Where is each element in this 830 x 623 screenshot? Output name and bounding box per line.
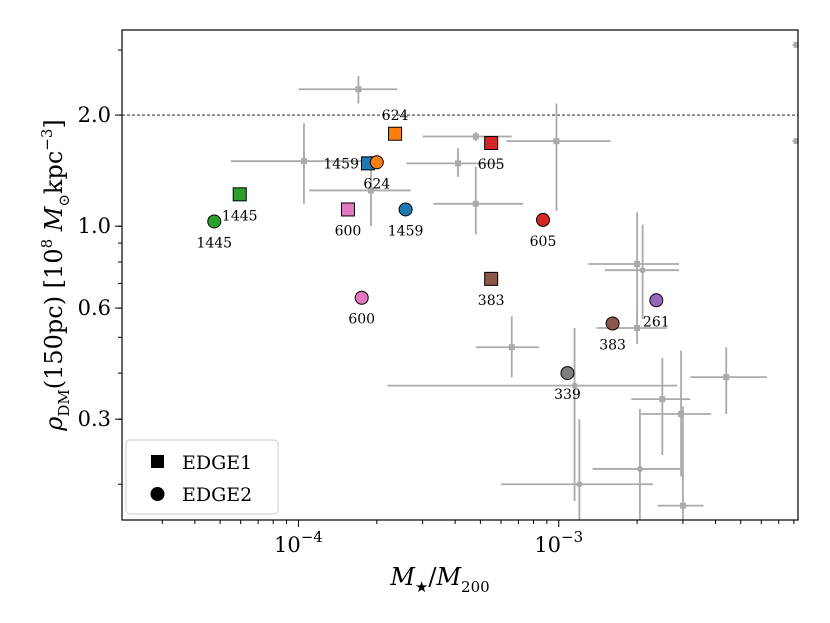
edge2-point-605	[536, 212, 551, 227]
x-tick-label: 10−3	[534, 528, 583, 557]
legend-square-icon	[151, 455, 164, 468]
background-square-marker	[679, 502, 686, 509]
background-square-marker	[454, 160, 461, 167]
edge1-point-605-label: 605	[478, 157, 505, 173]
edge1-point-605	[484, 136, 499, 151]
background-square-marker	[367, 187, 374, 194]
background-point	[657, 406, 704, 520]
edge2-point-261	[649, 293, 664, 308]
x-axis-title: M★/M200	[389, 563, 489, 596]
edge1-point-1445-label: 1445	[222, 208, 258, 224]
edge2-point-624	[369, 155, 384, 170]
y-axis-title: ρDM(150pc) [108 M⊙kpc−3]	[38, 119, 73, 432]
background-point	[475, 316, 540, 378]
edge2-point-600-label: 600	[348, 312, 375, 328]
background-circle-marker	[639, 267, 646, 274]
background-point	[604, 224, 680, 320]
edge2-point-1445	[207, 214, 222, 229]
background-square-marker	[793, 41, 798, 48]
background-point	[501, 419, 653, 520]
edge1-point-624-label: 624	[382, 108, 409, 124]
edge2-point-624-label: 624	[363, 176, 390, 192]
edge2-point-1459-label: 1459	[388, 223, 424, 239]
background-point	[639, 350, 712, 477]
edge1-point-1459-label: 1459	[323, 156, 359, 172]
edge2-point-339-label: 339	[554, 387, 581, 403]
background-square-marker	[472, 200, 479, 207]
background-point	[506, 103, 611, 211]
edge2-point-600	[354, 290, 369, 305]
background-point	[792, 41, 798, 48]
background-square-marker	[472, 133, 479, 140]
y-tick-label: 2.0	[78, 103, 111, 127]
y-tick-label: 0.6	[78, 296, 111, 320]
edge2-point-383	[605, 316, 620, 331]
background-square-marker	[508, 344, 515, 351]
background-point	[690, 347, 767, 414]
background-circle-marker	[571, 382, 578, 389]
legend-label-edge2: EDGE2	[182, 484, 252, 506]
background-point	[792, 138, 798, 145]
legend-label-edge1: EDGE1	[182, 452, 252, 474]
edge2-point-261-label: 261	[643, 314, 670, 330]
background-point	[387, 327, 678, 502]
background-circle-marker	[636, 465, 643, 472]
background-square-marker	[659, 396, 666, 403]
background-point	[588, 212, 680, 325]
edge2-point-1445-label: 1445	[196, 235, 232, 251]
background-square-marker	[553, 138, 560, 145]
edge2-point-1459	[398, 202, 413, 217]
background-square-marker	[300, 158, 307, 165]
background-square-marker	[355, 86, 362, 93]
background-square-marker	[634, 324, 641, 331]
x-tick-label: 10−4	[274, 528, 323, 557]
comparison-sample-layer	[230, 41, 798, 520]
edge1-point-600-label: 600	[335, 223, 362, 239]
y-tick-label: 1.0	[78, 214, 111, 238]
background-square-marker	[793, 138, 798, 145]
plot-frame	[121, 29, 799, 521]
background-square-marker	[678, 410, 685, 417]
edge1-point-383-label: 383	[478, 293, 505, 309]
edge2-point-383-label: 383	[599, 338, 626, 354]
background-point	[230, 123, 368, 204]
edge1-point-383	[484, 271, 499, 286]
background-square-marker	[634, 260, 641, 267]
background-point	[406, 147, 503, 177]
background-square-marker	[723, 374, 730, 381]
legend: EDGE1 EDGE2	[125, 439, 279, 515]
background-point	[592, 408, 682, 520]
background-point	[298, 76, 398, 104]
edge-points-layer	[207, 126, 664, 381]
edge2-point-605-label: 605	[530, 234, 557, 250]
background-circle-marker	[576, 481, 583, 488]
y-tick-label: 0.3	[78, 407, 111, 431]
edge1-point-1445	[232, 187, 247, 202]
edge2-point-339	[560, 366, 575, 381]
legend-circle-icon	[150, 487, 165, 501]
edge1-point-600	[340, 202, 355, 217]
edge1-point-624	[388, 126, 403, 141]
background-point	[433, 166, 524, 235]
axis-ticks-layer: 10−4 10−3 2.0 1.0 0.6 0.3	[78, 49, 795, 557]
